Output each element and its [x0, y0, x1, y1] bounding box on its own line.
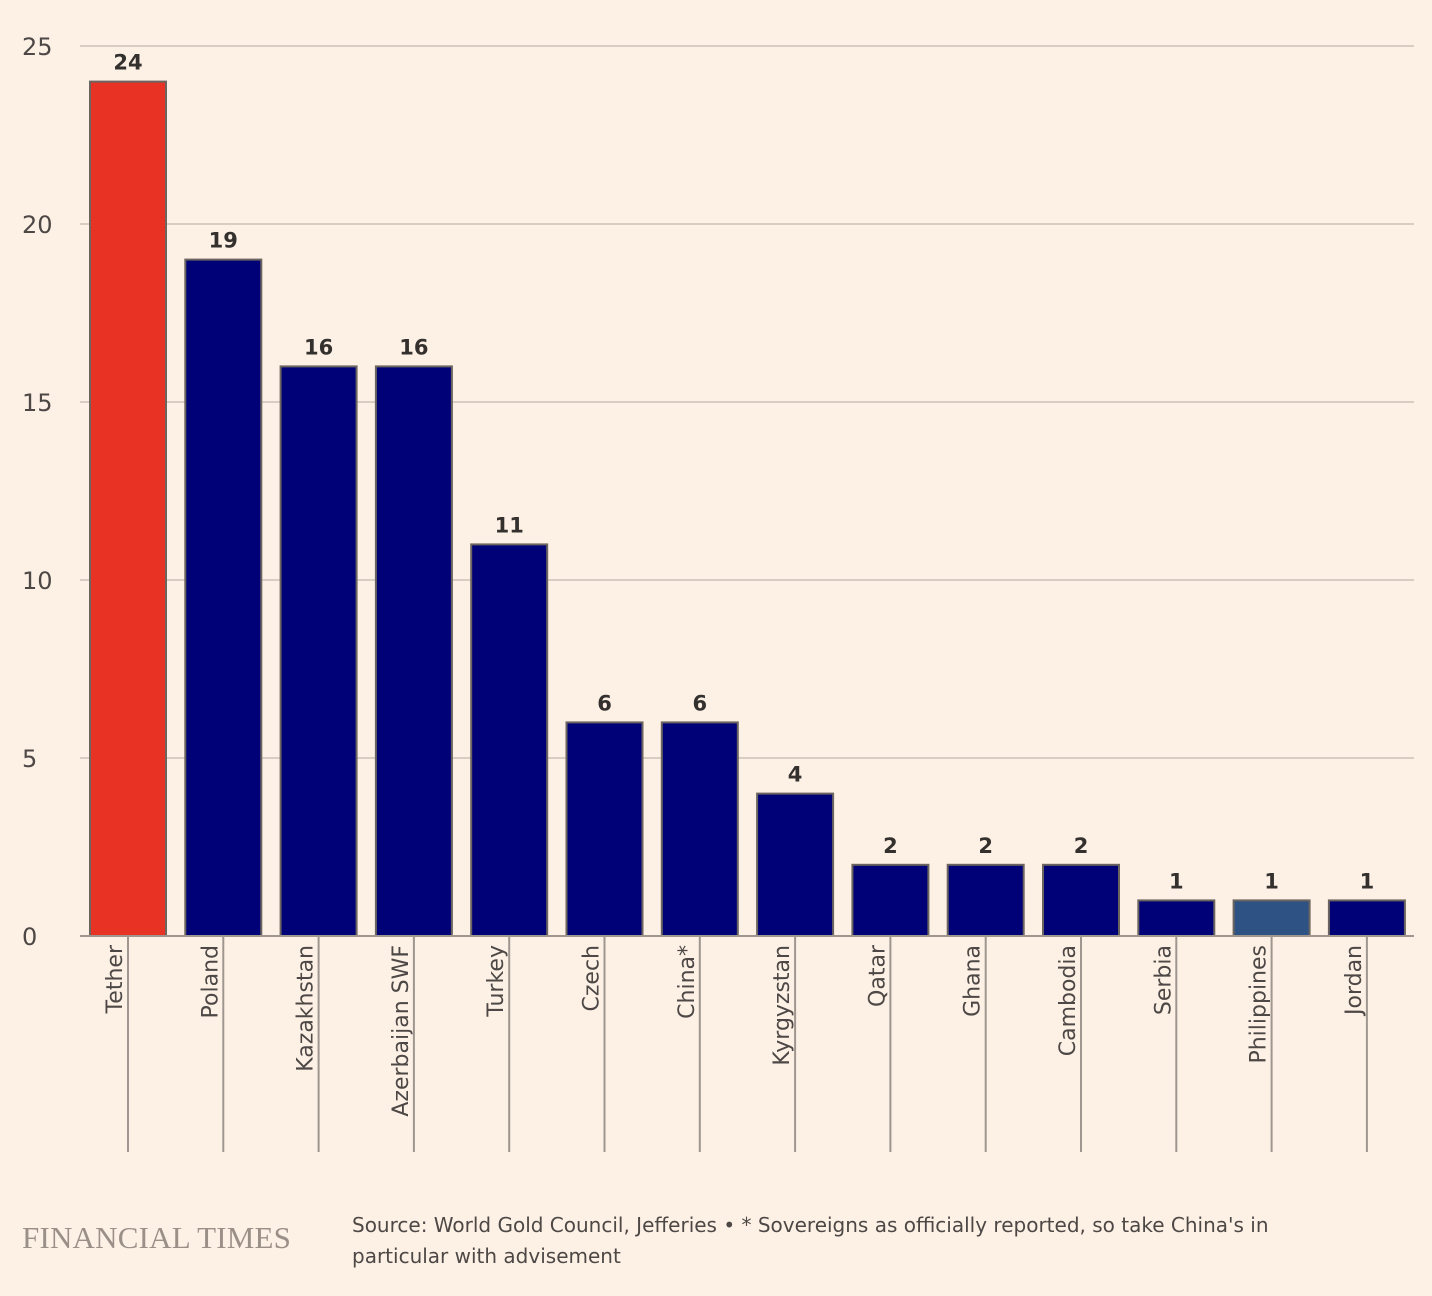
source-note: Source: World Gold Council, Jefferies • … [352, 1213, 1269, 1268]
bar-tether [89, 80, 167, 938]
data-label: 1 [1360, 869, 1375, 893]
bar-china- [660, 721, 739, 938]
data-label: 2 [1074, 834, 1089, 858]
x-tick-label: Ghana [961, 945, 986, 1017]
y-tick-label: 25 [22, 33, 53, 61]
x-tick-label: Cambodia [1056, 945, 1081, 1056]
y-tick-label: 20 [22, 211, 53, 239]
data-label: 6 [597, 691, 612, 715]
x-tick-label: Philippines [1247, 945, 1272, 1064]
data-label: 1 [1264, 869, 1279, 893]
bar-czech [565, 721, 644, 938]
bar-chart: 051015202524Tether19Poland16Kazakhstan16… [22, 33, 1414, 1152]
bar-ghana [946, 863, 1025, 937]
bar-kyrgyzstan [756, 792, 835, 937]
bar-jordan [1327, 899, 1406, 938]
bar-qatar [851, 863, 930, 937]
data-label: 11 [495, 513, 524, 537]
x-tick-label: Turkey [484, 945, 509, 1018]
x-tick-label: Czech [580, 945, 605, 1011]
y-tick-label: 0 [22, 923, 37, 951]
ft-logo: FINANCIAL TIMES [22, 1220, 292, 1255]
data-label: 1 [1169, 869, 1184, 893]
x-tick-label: Kyrgyzstan [770, 945, 795, 1066]
x-tick-label: Kazakhstan [294, 945, 319, 1072]
bar-turkey [470, 543, 549, 938]
bar-poland [184, 258, 263, 938]
x-tick-label: Qatar [865, 944, 890, 1007]
data-label: 19 [209, 229, 238, 253]
bar-kazakhstan [279, 365, 358, 937]
bar-philippines [1232, 899, 1311, 938]
bar-serbia [1137, 899, 1216, 938]
data-label: 6 [692, 691, 707, 715]
x-tick-label: Jordan [1342, 945, 1367, 1017]
x-tick-label: Tether [103, 944, 128, 1014]
data-label: 4 [788, 763, 803, 787]
bar-cambodia [1042, 863, 1120, 937]
data-label: 2 [883, 834, 898, 858]
x-tick-label: China* [675, 945, 700, 1019]
y-tick-label: 15 [22, 389, 53, 417]
x-tick-label: Azerbaijan SWF [389, 945, 414, 1117]
bar-azerbaijan-swf [374, 365, 453, 937]
data-label: 24 [113, 51, 142, 75]
data-label: 16 [304, 335, 333, 359]
x-tick-label: Poland [198, 945, 223, 1018]
y-tick-label: 5 [22, 745, 37, 773]
y-tick-label: 10 [22, 567, 53, 595]
data-label: 16 [399, 335, 428, 359]
footer: FINANCIAL TIMES Source: World Gold Counc… [22, 1210, 1352, 1272]
x-tick-label: Serbia [1151, 945, 1176, 1015]
data-label: 2 [978, 834, 993, 858]
